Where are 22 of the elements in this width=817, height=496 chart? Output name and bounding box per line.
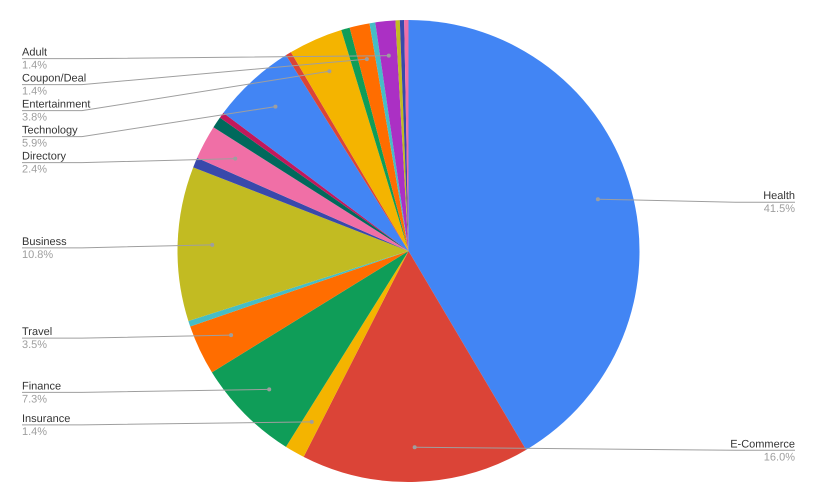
slice-label: E-Commerce xyxy=(730,438,795,450)
data-label: 5.9% xyxy=(22,138,48,150)
slice-label: Health xyxy=(763,190,795,202)
data-label: 10.8% xyxy=(22,248,54,261)
slice-label: Adult xyxy=(22,46,48,59)
data-label: 41.5% xyxy=(764,203,796,216)
data-label: 16.0% xyxy=(764,451,796,464)
slice-label: Business xyxy=(22,236,68,248)
data-label: 1.4% xyxy=(22,426,48,438)
data-label: 1.4% xyxy=(22,60,48,72)
slice-label: Technology xyxy=(22,124,78,137)
slice-label: Finance xyxy=(22,380,62,392)
slice-label: Travel xyxy=(22,326,52,338)
data-label: 2.4% xyxy=(22,164,48,176)
slice-label: Entertainment xyxy=(22,98,90,111)
data-label: 3.8% xyxy=(22,112,48,124)
slice-label: Directory xyxy=(22,150,67,163)
slice-label: Coupon/Deal xyxy=(22,72,86,85)
slice-label: Insurance xyxy=(22,412,70,425)
data-label: 3.5% xyxy=(22,339,48,352)
data-label: 1.4% xyxy=(22,86,48,98)
data-label: 7.3% xyxy=(22,393,48,406)
